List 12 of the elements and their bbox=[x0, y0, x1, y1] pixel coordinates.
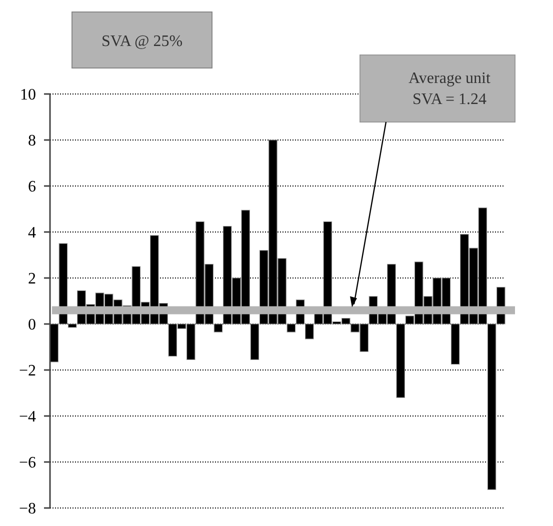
y-tick-label: 4 bbox=[28, 224, 36, 242]
y-tick-label: 10 bbox=[20, 86, 36, 104]
y-tick-label: −8 bbox=[18, 500, 36, 518]
y-tick-label: −6 bbox=[18, 454, 36, 472]
y-tick-label: −2 bbox=[18, 362, 36, 380]
y-tick-label: 6 bbox=[28, 178, 36, 196]
chart-title: SVA @ 25% bbox=[101, 33, 183, 50]
annotation: Average unit SVA = 1.24 bbox=[408, 70, 491, 108]
y-tick-label: 8 bbox=[28, 132, 36, 150]
y-tick-label: 2 bbox=[28, 270, 36, 288]
y-tick-label: −4 bbox=[18, 408, 36, 426]
y-tick-label: 0 bbox=[28, 316, 36, 334]
